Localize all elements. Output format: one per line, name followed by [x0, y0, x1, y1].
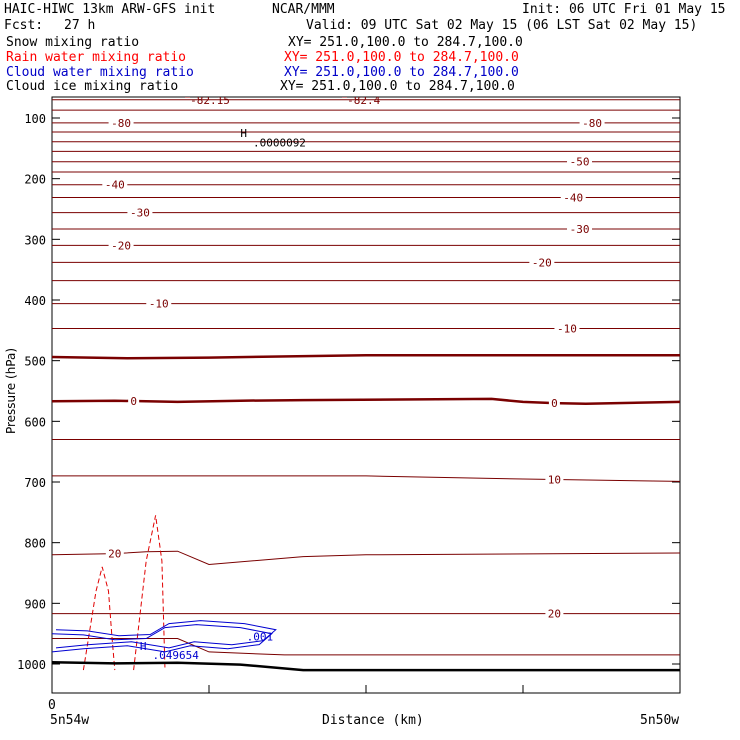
isotherm-label: 0 — [551, 397, 558, 410]
y-tick-label: 900 — [24, 597, 46, 611]
isotherm-label: -40 — [563, 191, 583, 204]
isotherm-label: 10 — [548, 473, 561, 486]
annotation-text: -82.15 — [190, 94, 230, 107]
isotherm-label-bg — [529, 256, 555, 269]
annotation-text: L — [341, 88, 348, 101]
isotherm-label: 20 — [108, 548, 121, 561]
field-xy-rain: XY= 251.0,100.0 to 284.7,100.0 — [284, 50, 519, 65]
isotherm-label-bg — [127, 206, 153, 219]
isotherm-label-bg — [579, 116, 605, 129]
isotherm-line — [52, 397, 680, 405]
model-title: HAIC-HIWC 13km ARW-GFS init — [4, 2, 216, 17]
isotherm-label: -30 — [130, 207, 150, 220]
isotherm-label: -80 — [111, 117, 131, 130]
y-tick-label: 100 — [24, 112, 46, 126]
isotherm-label: -40 — [105, 179, 125, 192]
isotherm-label-bg — [560, 191, 586, 204]
field-name-cloud-water: Cloud water mixing ratio — [6, 65, 194, 80]
center-label: NCAR/MMM — [272, 2, 335, 17]
rain-contour — [133, 515, 166, 671]
isotherm-label: -20 — [532, 256, 552, 269]
x-tick-label: 0 — [48, 698, 56, 713]
ground-line — [52, 660, 680, 672]
y-tick-label: 600 — [24, 415, 46, 429]
isotherm-label-bg — [554, 322, 580, 335]
isotherm-label: -80 — [582, 117, 602, 130]
isotherm-label-bg — [108, 116, 134, 129]
isotherm-label-bg — [102, 178, 128, 191]
field-name-cloud-ice: Cloud ice mixing ratio — [6, 79, 179, 94]
isotherm-line — [52, 353, 680, 360]
isotherm-label: 0 — [130, 395, 137, 408]
isotherm-label-bg — [567, 155, 593, 168]
plot-frame — [51, 96, 681, 694]
x-axis-title: Distance (km) — [322, 713, 424, 728]
cloud-water-contour-inner — [55, 620, 277, 649]
x-endpoint-left: 5n54w — [50, 713, 90, 728]
isotherm-label: -50 — [570, 156, 590, 169]
isotherm-label-bg — [105, 547, 124, 560]
isotherm-label-bg — [567, 223, 593, 236]
fcst-value: 27 h — [64, 18, 96, 33]
annotation-text: .0000092 — [253, 136, 306, 149]
isotherm-label: -20 — [111, 239, 131, 252]
x-endpoint-right: 5n50w — [640, 713, 680, 728]
y-tick-label: 800 — [24, 537, 46, 551]
init-time: Init: 06 UTC Fri 01 May 15 — [522, 2, 726, 17]
field-xy-snow: XY= 251.0,100.0 to 284.7,100.0 — [288, 35, 523, 50]
isotherm-line — [52, 475, 680, 482]
y-tick-label: 400 — [24, 294, 46, 308]
annotation-text: -82.4 — [347, 94, 380, 107]
y-tick-label: 300 — [24, 233, 46, 247]
annotation-text: .001 — [247, 631, 274, 644]
fcst-label: Fcst: — [4, 18, 44, 33]
annotation-text: L — [184, 88, 191, 101]
isotherm-label: 20 — [548, 608, 561, 621]
field-xy-cloud-ice: XY= 251.0,100.0 to 284.7,100.0 — [280, 79, 515, 94]
field-name-rain: Rain water mixing ratio — [6, 50, 187, 65]
field-name-snow: Snow mixing ratio — [6, 35, 140, 50]
field-xy-cloud-water: XY= 251.0,100.0 to 284.7,100.0 — [284, 65, 519, 80]
isotherm-label-bg — [548, 397, 560, 410]
y-tick-label: 500 — [24, 355, 46, 369]
y-tick-label: 1000 — [17, 658, 46, 672]
valid-time: Valid: 09 UTC Sat 02 May 15 (06 LST Sat … — [306, 18, 698, 33]
isotherm-label-bg — [146, 297, 172, 310]
isotherm-label-bg — [545, 473, 564, 486]
annotation-text: H — [240, 127, 247, 140]
isotherm-label: -10 — [149, 298, 169, 311]
y-tick-label: 700 — [24, 476, 46, 490]
isotherm-label: -30 — [570, 223, 590, 236]
isotherm-label-bg — [545, 607, 564, 620]
plot-area: -80 -80 -50 -40 -40 -30 -30 -20 -20 -10 -10 0 0 10 20 2… — [52, 88, 680, 672]
isotherm-label: -10 — [557, 323, 577, 336]
isotherm-label-bg — [128, 395, 140, 408]
annotation-text: .049654 — [152, 649, 199, 662]
isotherm-label-bg — [108, 239, 134, 252]
annotation-text: H — [140, 640, 147, 653]
y-tick-label: 200 — [24, 173, 46, 187]
rain-contour — [82, 566, 116, 671]
